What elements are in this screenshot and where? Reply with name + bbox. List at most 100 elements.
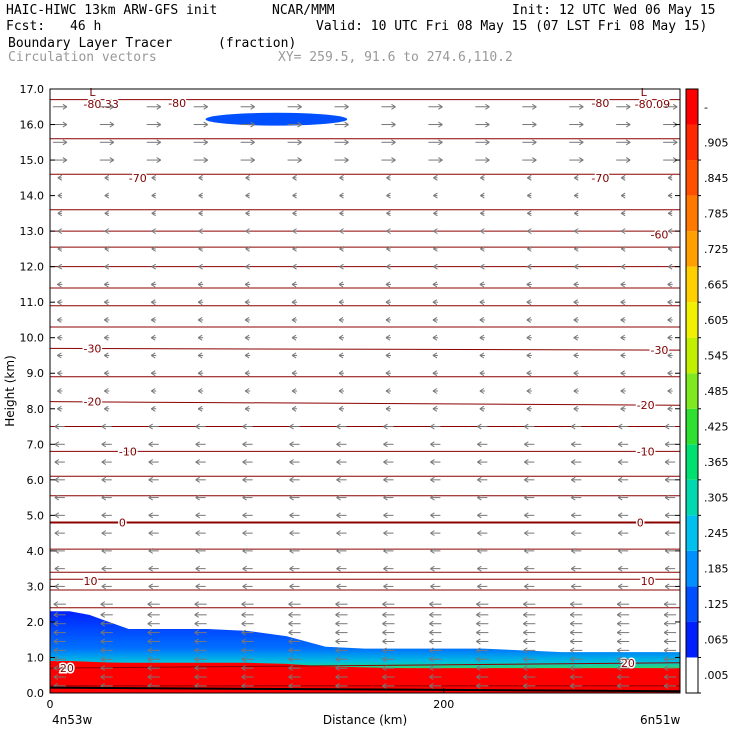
vector-arrowhead bbox=[53, 665, 59, 672]
vector-arrowhead bbox=[526, 370, 532, 377]
vector-arrowhead bbox=[104, 263, 110, 270]
vector-arrowhead bbox=[526, 281, 532, 288]
vector-arrowhead bbox=[148, 565, 154, 572]
vector-arrowhead bbox=[429, 601, 434, 608]
vector-arrowhead bbox=[197, 405, 203, 412]
vector-arrowhead bbox=[569, 647, 575, 654]
vector-arrowhead bbox=[100, 647, 106, 654]
vector-arrowhead bbox=[429, 674, 434, 680]
vector-arrowhead bbox=[151, 210, 157, 217]
vector-arrowhead bbox=[429, 638, 434, 645]
vector-arrowhead bbox=[156, 157, 162, 163]
vector-arrowhead bbox=[625, 103, 631, 110]
vector-arrowhead bbox=[104, 388, 109, 394]
vector-arrowhead bbox=[150, 388, 156, 394]
vector-arrowhead bbox=[148, 476, 154, 483]
vector-arrowhead bbox=[430, 565, 435, 572]
vector-arrowhead bbox=[616, 638, 622, 645]
vector-arrowhead bbox=[569, 629, 575, 636]
colorbar-segment bbox=[686, 195, 698, 232]
vector-arrowhead bbox=[569, 656, 575, 663]
vector-arrowhead bbox=[524, 459, 529, 465]
vector-arrowhead bbox=[101, 423, 107, 430]
vector-arrowhead bbox=[480, 192, 485, 199]
vector-arrowhead bbox=[289, 441, 294, 448]
y-tick-label: 9.0 bbox=[27, 367, 45, 380]
vector-arrowhead bbox=[382, 656, 387, 663]
vector-arrowhead bbox=[197, 334, 203, 341]
vector-arrowhead bbox=[151, 192, 157, 199]
vector-arrowhead bbox=[104, 192, 110, 199]
vector-arrowhead bbox=[383, 423, 388, 430]
vector-arrowhead bbox=[620, 210, 626, 217]
vector-arrowhead bbox=[242, 423, 247, 430]
vector-arrowhead bbox=[336, 512, 341, 519]
vector-arrowhead bbox=[344, 103, 349, 110]
vector-arrowhead bbox=[476, 629, 481, 636]
vector-arrowhead bbox=[570, 494, 576, 501]
vector-arrowhead bbox=[476, 638, 481, 645]
vector-arrowhead bbox=[617, 530, 623, 537]
isotherm-label: -30 bbox=[650, 344, 668, 357]
vector-arrowhead bbox=[430, 476, 435, 483]
vector-arrowhead bbox=[485, 121, 490, 128]
vector-arrowhead bbox=[338, 317, 344, 323]
colorbar-label: .665 bbox=[704, 278, 729, 291]
vector-arrowhead bbox=[62, 139, 68, 146]
vector-arrowhead bbox=[485, 157, 490, 163]
vector-arrowhead bbox=[203, 121, 208, 128]
vector-arrowhead bbox=[197, 352, 203, 359]
vector-arrowhead bbox=[54, 441, 60, 448]
vector-arrowhead bbox=[667, 388, 672, 394]
vector-arrowhead bbox=[524, 583, 529, 590]
vector-arrowhead bbox=[101, 441, 107, 448]
vector-arrowhead bbox=[667, 210, 673, 217]
vector-arrowhead bbox=[53, 638, 59, 645]
vector-arrowhead bbox=[195, 512, 200, 519]
y-tick-label: 4.0 bbox=[27, 545, 45, 558]
vector-arrowhead bbox=[383, 476, 388, 483]
vector-arrowhead bbox=[570, 512, 576, 519]
vector-arrowhead bbox=[100, 638, 106, 645]
vector-arrowhead bbox=[616, 629, 622, 636]
vector-arrowhead bbox=[148, 512, 154, 519]
vector-arrowhead bbox=[53, 629, 59, 636]
vector-arrowhead bbox=[148, 441, 154, 448]
vector-arrowhead bbox=[336, 494, 341, 501]
vector-arrowhead bbox=[104, 281, 109, 288]
vector-arrowhead bbox=[288, 656, 293, 663]
vector-arrowhead bbox=[288, 665, 293, 672]
isotherm-label: -60 bbox=[650, 229, 668, 242]
vector-arrowhead bbox=[339, 228, 344, 235]
field-units: (fraction) bbox=[218, 36, 297, 51]
vector-arrowhead bbox=[523, 647, 528, 654]
vector-arrowhead bbox=[477, 583, 482, 590]
vector-arrowhead bbox=[338, 299, 344, 306]
vector-arrowhead bbox=[479, 299, 485, 306]
vector-arrowhead bbox=[242, 459, 247, 465]
isotherm-label: -70 bbox=[129, 172, 147, 185]
vector-arrowhead bbox=[241, 656, 246, 663]
colorbar-segment bbox=[686, 515, 698, 551]
isotherm-label: -80 bbox=[591, 97, 609, 110]
vector-arrowhead bbox=[289, 512, 294, 519]
vector-arrowhead bbox=[524, 441, 529, 448]
vector-arrowhead bbox=[289, 565, 294, 572]
vector-arrowhead bbox=[288, 638, 293, 645]
colorbar-segment bbox=[686, 302, 698, 338]
field-name: Boundary Layer Tracer bbox=[8, 36, 173, 51]
vector-arrowhead bbox=[616, 647, 622, 654]
vector-arrowhead bbox=[336, 423, 341, 430]
vector-arrowhead bbox=[195, 423, 200, 430]
vector-arrowhead bbox=[245, 174, 250, 181]
vector-arrowhead bbox=[664, 583, 670, 590]
vector-arrowhead bbox=[338, 388, 344, 394]
vector-arrowhead bbox=[573, 210, 579, 217]
vector-arrowhead bbox=[667, 192, 673, 199]
tracer-core bbox=[50, 661, 680, 693]
vector-arrowhead bbox=[335, 611, 340, 618]
vector-arrowhead bbox=[663, 601, 669, 608]
colorbar-label: .065 bbox=[704, 634, 729, 647]
vector-arrowhead bbox=[335, 682, 340, 689]
vector-arrowhead bbox=[382, 674, 387, 680]
